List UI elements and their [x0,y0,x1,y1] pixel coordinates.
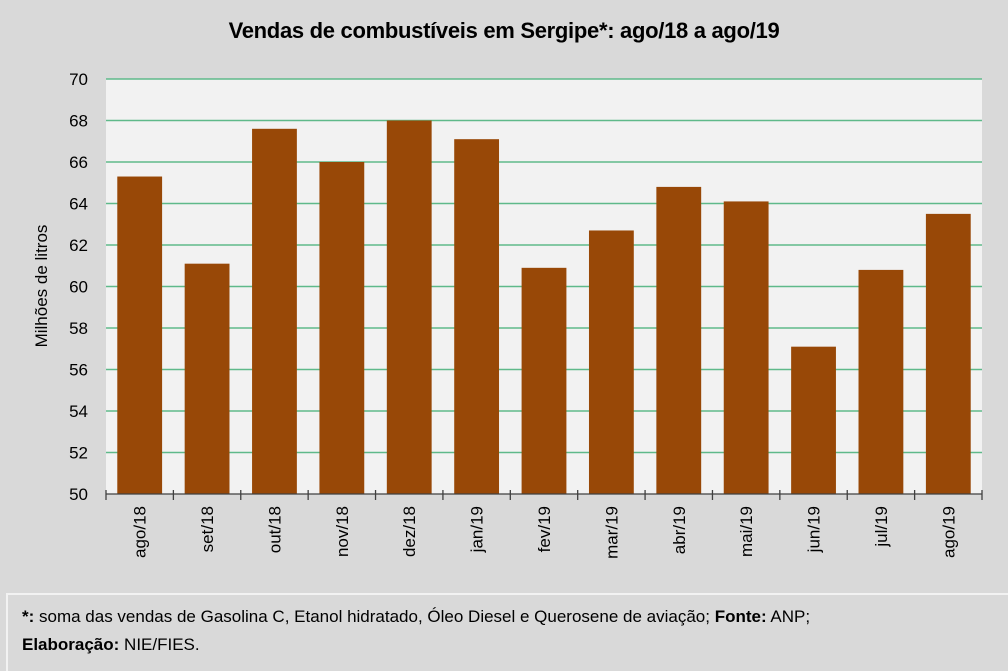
y-tick-label: 62 [69,236,88,255]
y-tick-label: 70 [69,70,88,89]
y-tick-label: 52 [69,444,88,463]
x-tick-label: jan/19 [468,506,487,553]
x-tick-label: dez/18 [400,506,419,557]
y-tick-label: 66 [69,153,88,172]
x-tick-label: set/18 [198,506,217,552]
x-axis [105,490,983,500]
y-tick-label: 50 [69,485,88,504]
bar-mar-19 [588,230,634,494]
bar-jan-19 [454,139,500,495]
x-tick-label: out/18 [265,506,284,553]
y-tick-label: 58 [69,319,88,338]
chart-footnote: *: soma das vendas de Gasolina C, Etanol… [6,593,1008,671]
bar-ago-19 [925,213,971,494]
bar-chart: 50 52 54 56 58 60 62 64 66 68 70 ago/18 set/18 out/1… [32,70,983,559]
bar-abr-19 [656,186,702,494]
bar-dez-18 [386,120,432,494]
y-axis-title: Milhões de litros [32,225,51,348]
bar-fev-19 [521,267,567,494]
x-tick-label: abr/19 [670,506,689,554]
footnote-description: soma das vendas de Gasolina C, Etanol hi… [34,607,710,626]
x-tick-label: mar/19 [602,506,621,559]
y-tick-label: 68 [69,112,88,131]
bar-nov-18 [319,162,365,494]
bar-jul-19 [858,269,904,494]
source-value: ANP; [766,607,811,626]
x-axis-ticks: ago/18 set/18 out/18 nov/18 dez/18 jan/19 fev/… [131,506,959,559]
footnote-asterisk: *: [22,607,35,626]
x-tick-label: nov/18 [333,506,352,557]
footnote-line-2: Elaboração: NIE/FIES. [22,631,1008,659]
chart-title: Vendas de combustíveis em Sergipe*: ago/… [228,18,780,43]
source-label: Fonte: [709,607,767,626]
elaboration-label: Elaboração: [22,635,120,654]
y-tick-label: 56 [69,361,88,380]
y-tick-label: 60 [69,278,88,297]
bar-mai-19 [723,201,769,495]
y-tick-label: 64 [69,195,88,214]
bar-ago-18 [117,176,163,494]
footnote-line-1: *: soma das vendas de Gasolina C, Etanol… [22,603,1008,631]
x-tick-label: fev/19 [535,506,554,552]
bar-jun-19 [791,346,836,494]
x-tick-label: ago/19 [939,506,958,558]
x-tick-label: jul/19 [872,506,891,548]
y-tick-label: 54 [69,402,88,421]
elaboration-value: NIE/FIES. [119,635,200,654]
y-axis-ticks: 50 52 54 56 58 60 62 64 66 68 70 [69,70,88,504]
x-tick-label: jun/19 [805,506,824,553]
bars [117,120,971,495]
x-tick-label: mai/19 [737,506,756,557]
x-tick-label: ago/18 [131,506,150,558]
bar-set-18 [184,263,230,494]
bar-out-18 [252,128,297,495]
